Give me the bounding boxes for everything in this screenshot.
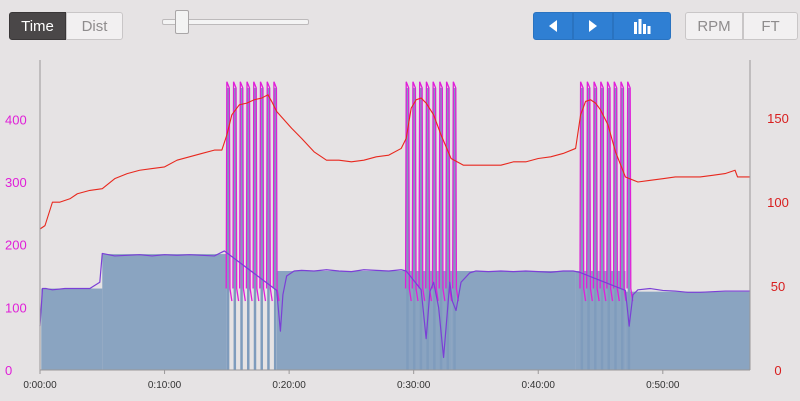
surge-bar [614, 88, 617, 370]
x-axis-tick-label: 0:00:00 [23, 380, 57, 391]
power-spike [232, 81, 240, 302]
x-axis-mode-toggle: Time Dist [9, 12, 123, 40]
surge-bar [233, 88, 237, 370]
right-axis-tick-label: 0 [774, 363, 781, 378]
surge-bar [580, 88, 584, 370]
right-axis-tick-label: 50 [771, 279, 785, 294]
bar-chart-icon [634, 19, 651, 34]
time-mode-button[interactable]: Time [9, 12, 66, 40]
surge-bar [240, 88, 243, 370]
surge-bar [453, 88, 456, 370]
surge-bar [620, 88, 624, 370]
heart-rate-series [39, 94, 750, 230]
power-spike [411, 81, 419, 302]
right-axis-labels: 0 50 100 150 [767, 111, 789, 378]
surge-bar [439, 88, 443, 370]
surge-bar [260, 88, 263, 370]
right-axis-tick-label: 150 [767, 111, 789, 126]
power-spike [612, 81, 620, 302]
interval-blocks [41, 254, 750, 370]
surge-bar [607, 88, 610, 370]
surge-bar [600, 88, 604, 370]
power-spike [225, 81, 233, 302]
zoom-slider-thumb[interactable] [175, 10, 190, 34]
interval-block [102, 254, 227, 370]
power-spike [259, 81, 267, 302]
chart-toolbar: Time Dist RPM FT [0, 0, 800, 50]
surge-bar [426, 88, 429, 370]
x-axis-tick-label: 0:10:00 [148, 380, 182, 391]
power-spike [431, 81, 439, 302]
x-axis-tick-label: 0:30:00 [397, 380, 431, 391]
surge-bar [226, 88, 230, 370]
surge-bar [419, 88, 423, 370]
right-axis-tick-label: 100 [767, 195, 789, 210]
left-axis-tick-label: 0 [5, 363, 12, 378]
power-line [39, 250, 750, 359]
power-series [39, 250, 750, 359]
power-spike [599, 81, 607, 302]
power-spike [438, 81, 446, 302]
left-axis-tick-label: 200 [5, 238, 27, 253]
left-axis-labels: 0 100 200 300 400 [5, 112, 27, 378]
prev-icon [549, 20, 557, 32]
power-spike [418, 81, 426, 302]
interval-block [451, 270, 576, 370]
surge-bar [273, 88, 277, 370]
next-icon [589, 20, 597, 32]
interval-block [625, 291, 750, 370]
surge-bar [446, 88, 450, 370]
power-spike [619, 81, 627, 302]
power-spike [239, 81, 246, 302]
previous-button[interactable] [533, 12, 573, 40]
metric-toggle: RPM FT [685, 12, 798, 40]
x-axis-tick-label: 0:40:00 [522, 380, 556, 391]
distance-mode-button[interactable]: Dist [66, 12, 123, 40]
power-spike [245, 81, 253, 302]
surge-bar [247, 88, 250, 370]
power-spike [272, 81, 280, 302]
zoom-slider-track[interactable] [162, 19, 309, 25]
interval-block [276, 270, 452, 370]
bar-chart-button[interactable] [613, 12, 671, 40]
left-axis-tick-label: 100 [5, 300, 27, 315]
surge-bar [412, 88, 416, 370]
surge-bar [587, 88, 590, 370]
surge-bar [594, 88, 597, 370]
left-axis-tick-label: 400 [5, 112, 27, 127]
x-axis-tick-label: 0:50:00 [646, 380, 680, 391]
chart-axes [39, 60, 751, 371]
surge-bar [253, 88, 257, 370]
ft-button[interactable]: FT [743, 12, 798, 40]
interval-block [41, 288, 103, 370]
surge-bar [267, 88, 270, 370]
power-spike [592, 81, 600, 302]
rpm-button[interactable]: RPM [685, 12, 743, 40]
power-spike [445, 81, 453, 302]
x-axis-tick-label: 0:20:00 [272, 380, 306, 391]
x-axis-labels: 0:00:00 0:10:00 0:20:00 0:30:00 0:40:00 0:50:… [23, 370, 680, 391]
power-spike [586, 81, 593, 302]
surge-intervals [225, 81, 634, 370]
surge-bar [433, 88, 436, 370]
power-spike [265, 81, 273, 302]
surge-bar [406, 88, 409, 370]
surge-bar [627, 88, 631, 370]
navigation-controls [533, 12, 671, 40]
power-spike [252, 81, 260, 302]
next-button[interactable] [573, 12, 613, 40]
power-spike [606, 81, 614, 302]
power-spike [626, 81, 634, 302]
power-spike [579, 81, 587, 302]
heart-rate-line [39, 94, 750, 230]
power-spike [404, 81, 412, 302]
power-spike [452, 81, 459, 302]
left-axis-tick-label: 300 [5, 175, 27, 190]
